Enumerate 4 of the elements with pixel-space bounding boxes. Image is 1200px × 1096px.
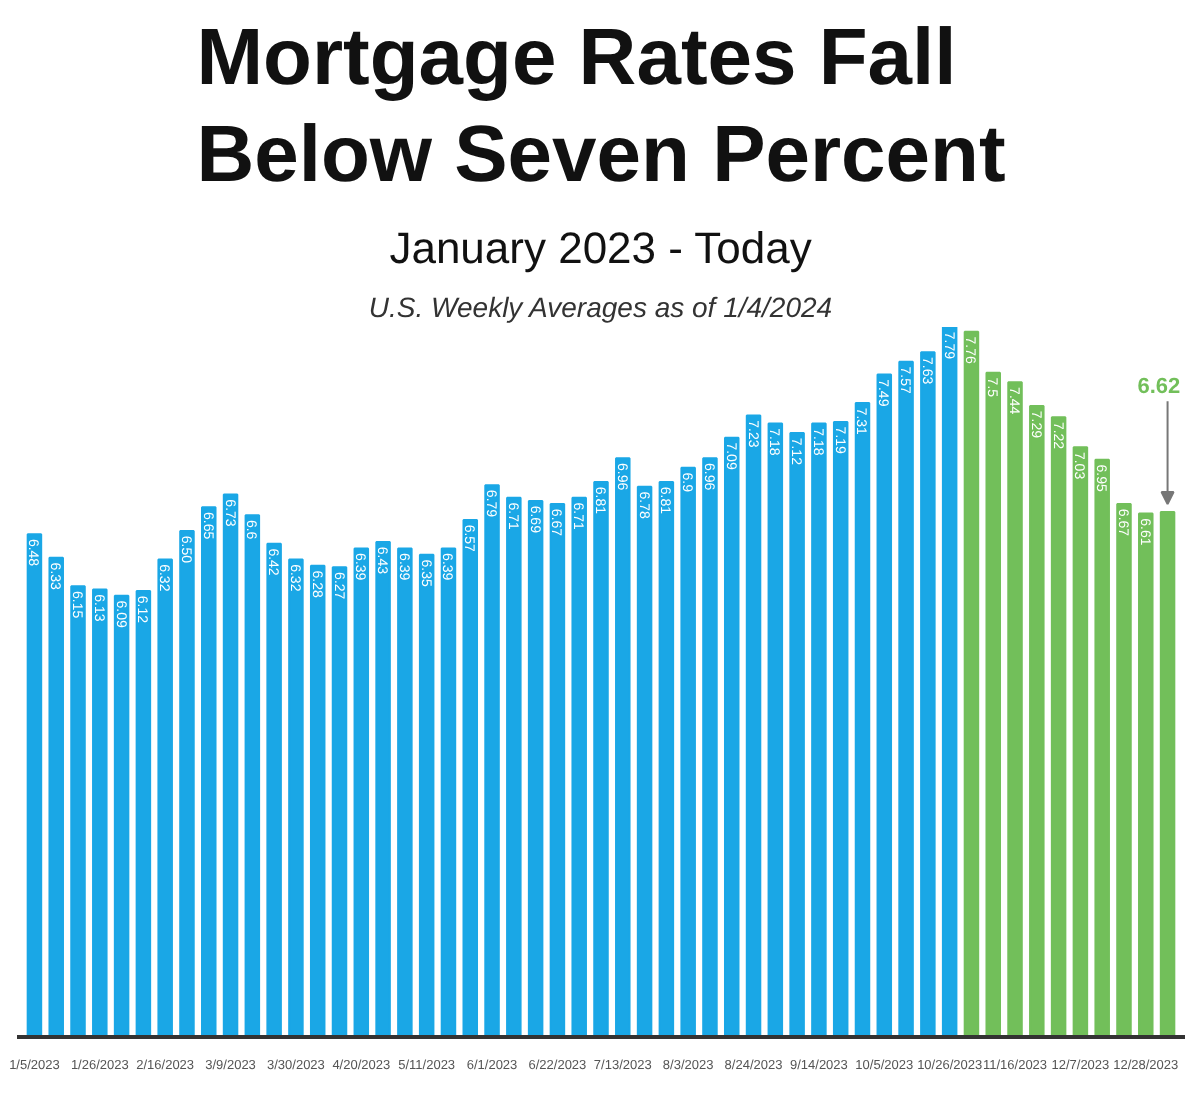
chart-title: Mortgage Rates Fall Below Seven Percent <box>196 14 1006 199</box>
data-label: 6.62 <box>1137 375 1181 400</box>
chart-subtitle: January 2023 - Today <box>389 223 812 273</box>
text: U.S. Weekly Averages as of 1/4/2024 <box>368 291 833 323</box>
